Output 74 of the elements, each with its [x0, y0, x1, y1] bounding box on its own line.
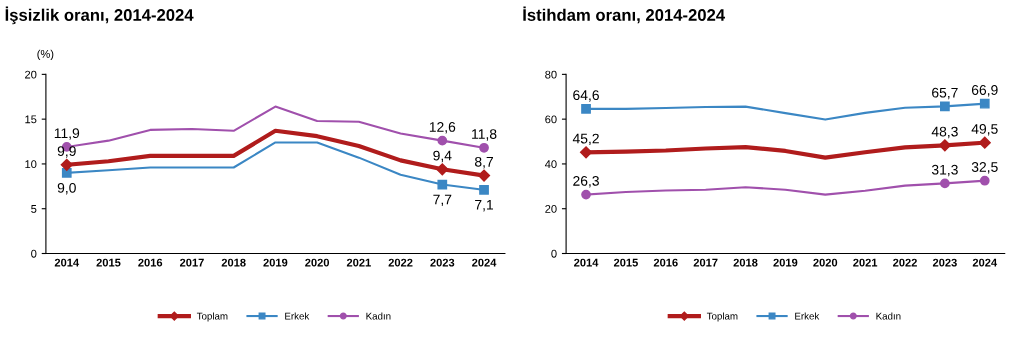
y-tick-label: 80 — [545, 70, 557, 79]
data-label: 26,3 — [573, 175, 599, 188]
point — [979, 98, 990, 109]
point — [479, 142, 489, 153]
y-tick-label: 40 — [544, 160, 557, 169]
x-tick-label: 2018 — [733, 258, 758, 267]
y-tick-label: 15 — [25, 115, 37, 124]
data-label: 65,7 — [932, 87, 958, 100]
data-label: 31,3 — [931, 164, 958, 177]
point — [581, 103, 591, 114]
legend-label: Erkek — [285, 312, 310, 320]
point — [437, 179, 448, 190]
legend-label: Kadın — [366, 312, 391, 320]
point — [940, 178, 950, 189]
x-tick-label: 2024 — [472, 258, 497, 267]
data-label: 11,8 — [472, 129, 497, 141]
legend-label: Erkek — [795, 312, 820, 320]
y-tick-label: 20 — [25, 70, 37, 79]
x-tick-label: 2014 — [574, 258, 599, 267]
data-label: 12,6 — [429, 122, 456, 134]
x-tick-label: 2015 — [96, 258, 121, 267]
data-label: 64,6 — [573, 90, 599, 102]
point — [479, 185, 489, 195]
x-tick-label: 2020 — [305, 258, 330, 267]
legend-label: Kadın — [876, 312, 901, 320]
data-label: 9,0 — [57, 182, 76, 195]
x-tick-label: 2023 — [430, 258, 455, 267]
point — [60, 158, 73, 171]
x-tick-label: 2019 — [263, 258, 288, 267]
data-label: 11,9 — [54, 128, 80, 140]
chart-title: İstihdam oranı, 2014-2024 — [523, 6, 726, 24]
y-tick-label: 0 — [551, 249, 557, 258]
y-tick-label: 20 — [545, 204, 557, 213]
point — [61, 168, 72, 178]
y-axis-title: (%) — [37, 49, 54, 61]
x-tick-label: 2017 — [693, 258, 718, 267]
x-tick-label: 2022 — [388, 258, 413, 267]
data-label: 49,5 — [971, 124, 998, 136]
data-label: 32,5 — [971, 162, 998, 174]
data-label: 7,1 — [475, 200, 494, 212]
chart-title: İşsizlik oranı, 2014-2024 — [5, 6, 194, 25]
y-tick-label: 5 — [31, 205, 37, 213]
y-tick-label: 0 — [31, 249, 37, 258]
point — [940, 101, 950, 112]
x-tick-label: 2017 — [179, 258, 204, 267]
point — [477, 169, 491, 182]
x-tick-label: 2016 — [138, 258, 163, 267]
x-tick-label: 2016 — [653, 258, 678, 267]
x-tick-label: 2015 — [613, 258, 638, 267]
point — [579, 146, 593, 159]
x-tick-label: 2020 — [813, 258, 838, 267]
x-tick-label: 2018 — [221, 258, 246, 267]
point — [437, 135, 448, 146]
data-label: 8,7 — [474, 156, 493, 169]
x-tick-label: 2024 — [972, 258, 998, 267]
data-label: 66,9 — [971, 85, 998, 97]
point — [979, 175, 990, 186]
legend-label: Toplam — [706, 312, 738, 322]
x-tick-label: 2021 — [853, 258, 878, 267]
point — [581, 189, 591, 200]
x-tick-label: 2023 — [932, 258, 957, 267]
y-tick-label: 10 — [25, 160, 37, 169]
data-label: 7,7 — [433, 194, 452, 207]
point — [436, 163, 449, 176]
x-tick-label: 2022 — [893, 258, 917, 267]
x-tick-label: 2014 — [54, 258, 80, 267]
legend-label: Toplam — [196, 312, 228, 322]
x-tick-label: 2019 — [773, 258, 798, 267]
data-label: 9,4 — [433, 150, 452, 163]
data-label: 45,2 — [572, 133, 599, 146]
data-label: 48,3 — [931, 126, 958, 139]
y-tick-label: 60 — [545, 115, 557, 124]
x-tick-label: 2021 — [346, 258, 371, 267]
data-label: 9,9 — [57, 146, 76, 158]
